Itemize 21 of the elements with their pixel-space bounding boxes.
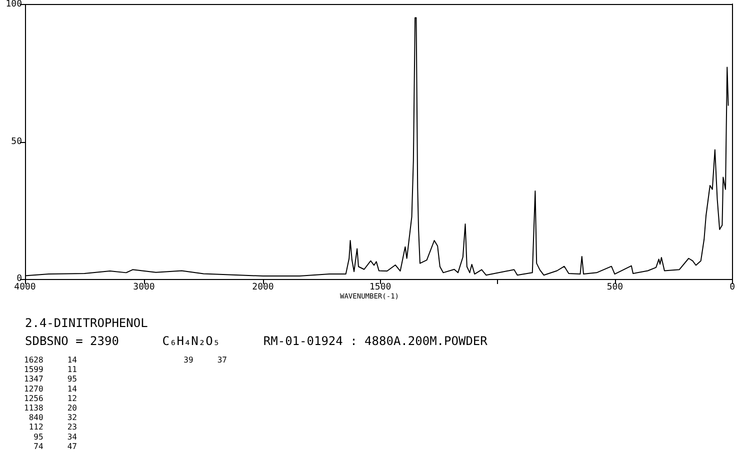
text: 95 34 — [24, 432, 78, 442]
text: 74 47 — [24, 442, 78, 451]
y-tick-label: 100 — [6, 0, 22, 10]
y-tick-label: 50 — [11, 136, 22, 147]
x-tick-label: 3000 — [133, 282, 155, 292]
x-tick-label: 0 — [730, 282, 735, 292]
text: 112 23 — [24, 422, 78, 432]
text: 1270 14 — [24, 384, 78, 394]
text: SDBSNO = 2390 C₆H₄N₂O₅ RM-01-01924 : 4880A.200M.POWDER — [25, 334, 488, 348]
text: 1347 95 — [24, 374, 78, 384]
text: 1599 11 — [24, 365, 78, 374]
text: 1138 20 — [24, 404, 78, 412]
text: 1628 14 — [24, 356, 78, 364]
text: 2.4-DINITROPHENOL — [25, 316, 148, 330]
x-tick-label: 4000 — [14, 282, 36, 292]
x-tick-label: 500 — [606, 282, 624, 292]
text: 1256 12 — [24, 394, 78, 403]
text: 840 32 — [24, 413, 78, 422]
x-tick-label: 2000 — [252, 282, 274, 292]
x-tick-label: 1500 — [369, 282, 392, 292]
text: 39 37 — [174, 356, 228, 364]
